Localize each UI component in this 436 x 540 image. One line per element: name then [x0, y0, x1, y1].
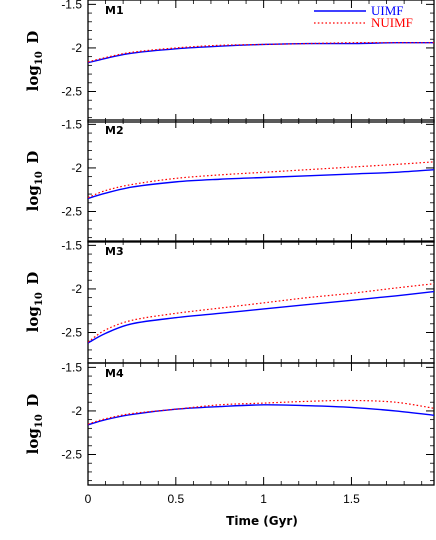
y-tick-label: -2.5 — [61, 205, 82, 219]
y-tick-label: -2 — [71, 282, 82, 296]
y-tick-label: -1.5 — [61, 117, 82, 131]
y-tick-label: -1.5 — [61, 360, 82, 374]
panel-frame — [87, 362, 435, 486]
nuimf-line — [88, 283, 434, 343]
y-axis-label: log10 D — [24, 151, 45, 212]
panel-frame — [87, 240, 435, 364]
panel-label: M1 — [105, 4, 124, 17]
nuimf-line — [88, 399, 434, 425]
panel-m4: -1.5 -2 -2.5 M4 log10 D — [24, 360, 435, 486]
panel-label: M4 — [105, 367, 124, 380]
nuimf-line — [88, 161, 434, 199]
legend-label-nuimf: NUIMF — [371, 15, 413, 30]
uimf-line — [88, 290, 434, 344]
y-tick-label: -2 — [71, 161, 82, 175]
y-tick-label: -2 — [71, 41, 82, 55]
y-tick-label: -1.5 — [61, 238, 82, 252]
x-tick-labels: 0 0.5 1 1.5 — [85, 492, 360, 506]
x-tick-label: 1 — [260, 492, 267, 506]
x-tick-label: 0 — [85, 492, 92, 506]
panel-label: M2 — [105, 124, 124, 137]
y-tick-label: -2.5 — [61, 448, 82, 462]
panel-label: M3 — [105, 245, 124, 258]
y-tick-label: -2.5 — [61, 85, 82, 99]
legend-label-uimf: UIMF — [371, 3, 404, 18]
y-tick-label: -2.5 — [61, 326, 82, 340]
y-tick-label: -1.5 — [61, 0, 82, 11]
y-tick-label: -2 — [71, 404, 82, 418]
y-axis-label: log10 D — [24, 272, 45, 333]
y-axis-label: log10 D — [24, 31, 45, 92]
panel-m2: -1.5 -2 -2.5 M2 log10 D — [24, 117, 435, 243]
y-axis-label: log10 D — [24, 394, 45, 455]
x-tick-label: 1.5 — [343, 492, 360, 506]
panel-m1: -1.5 -2 -2.5 M1 log10 D — [24, 0, 435, 123]
x-tick-label: 0.5 — [167, 492, 184, 506]
uimf-line — [88, 168, 434, 200]
uimf-line — [88, 404, 434, 426]
x-axis-label: Time (Gyr) — [226, 514, 298, 528]
uimf-line — [88, 41, 434, 64]
panel-frame — [87, 0, 435, 123]
panel-m3: -1.5 -2 -2.5 M3 log10 D — [24, 238, 435, 364]
panel-frame — [87, 119, 435, 243]
